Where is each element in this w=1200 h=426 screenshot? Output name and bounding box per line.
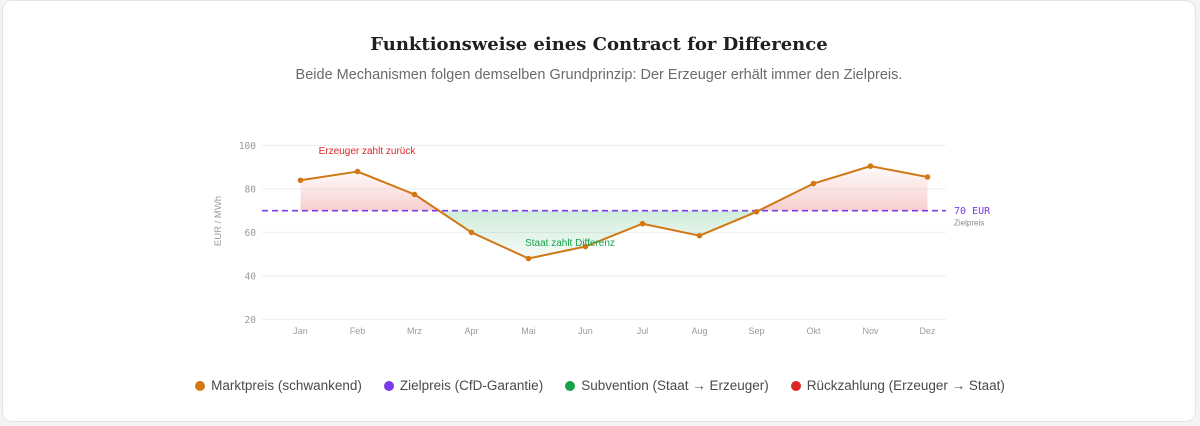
legend: Marktpreis (schwankend) Zielpreis (CfD-G… (0, 378, 1200, 393)
x-tick-label: Okt (806, 326, 821, 336)
x-tick-label: Apr (464, 326, 478, 336)
payback-area (300, 171, 439, 211)
payback-area (758, 166, 928, 211)
legend-marker-subsidy (565, 380, 576, 391)
market-price-point (867, 163, 874, 169)
y-tick-label: 100 (239, 141, 256, 152)
market-price-point (810, 180, 817, 187)
x-tick-label: Mrz (407, 326, 422, 336)
x-tick-label: Aug (691, 326, 707, 336)
x-tick-label: Jun (578, 326, 593, 336)
market-price-point (696, 232, 703, 239)
legend-item-subsidy: Subvention (Staat → Erzeuger) (565, 378, 769, 393)
legend-item-market: Marktpreis (schwankend) (195, 378, 362, 393)
y-axis: 20 40 60 80 100 (239, 141, 256, 326)
market-price-point (582, 243, 589, 250)
market-price-point (297, 177, 304, 184)
chart-subtitle: Beide Mechanismen folgen demselben Grund… (295, 67, 903, 83)
x-tick-label: Nov (862, 326, 879, 336)
chart-title: Funktionsweise eines Contract for Differ… (370, 34, 828, 55)
legend-label-payback: Rückzahlung (Erzeuger → Staat) (806, 378, 1005, 393)
x-tick-label: Jul (637, 326, 649, 336)
target-price-label: 70 EUR (954, 206, 991, 217)
legend-marker-target (383, 380, 394, 391)
y-axis-label: EUR / MWh (213, 196, 224, 246)
market-price-point (525, 255, 532, 262)
legend-label-subsidy: Subvention (Staat → Erzeuger) (581, 378, 769, 393)
market-price-points (297, 163, 931, 262)
y-tick-label: 60 (245, 228, 257, 239)
market-price-line (300, 165, 928, 260)
annotation-subsidy: Staat zahlt Differenz (525, 238, 615, 249)
areas (300, 166, 928, 259)
x-tick-label: Dez (919, 326, 936, 336)
legend-label-target: Zielpreis (CfD-Garantie) (399, 378, 544, 393)
x-tick-label: Feb (350, 326, 366, 336)
market-price-point (924, 174, 931, 180)
target-price-sublabel: Zielpreis (954, 219, 984, 228)
subsidy-area (438, 210, 759, 259)
legend-marker-market (195, 380, 206, 391)
x-axis: Jan Feb Mrz Apr Mai Jun Jul Aug Sep Okt Nov Dez (293, 326, 936, 336)
market-price-point (639, 220, 646, 227)
x-tick-label: Mai (521, 326, 536, 336)
legend-marker-payback (790, 380, 801, 391)
market-price-point (468, 229, 475, 236)
y-tick-label: 80 (245, 184, 257, 195)
y-tick-label: 20 (245, 315, 257, 326)
market-price-point (354, 168, 361, 175)
x-tick-label: Sep (748, 326, 764, 336)
legend-item-payback: Rückzahlung (Erzeuger → Staat) (790, 378, 1005, 393)
legend-label-market: Marktpreis (schwankend) (211, 378, 362, 393)
x-tick-label: Jan (293, 326, 308, 336)
annotation-payback: Erzeuger zahlt zurück (319, 146, 417, 157)
market-price-point (753, 208, 760, 215)
legend-item-target: Zielpreis (CfD-Garantie) (383, 378, 544, 393)
y-tick-label: 40 (245, 271, 257, 282)
market-price-point (411, 191, 418, 198)
